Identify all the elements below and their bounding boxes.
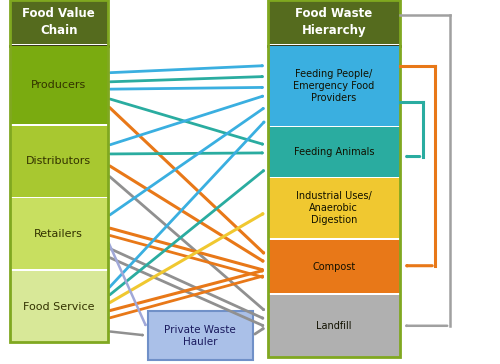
Bar <box>268 295 400 357</box>
Bar <box>268 127 400 177</box>
Text: Feeding People/
Emergency Food
Providers: Feeding People/ Emergency Food Providers <box>293 68 374 103</box>
Text: Producers: Producers <box>31 80 86 90</box>
Bar <box>268 0 400 44</box>
Bar <box>10 0 108 342</box>
Text: Distributors: Distributors <box>26 156 92 166</box>
Bar <box>268 0 400 357</box>
Bar <box>148 311 252 360</box>
Bar <box>10 126 108 197</box>
Text: Food Waste
Hierarchy: Food Waste Hierarchy <box>295 7 372 37</box>
Text: Food Value
Chain: Food Value Chain <box>22 7 95 37</box>
Bar <box>268 178 400 238</box>
Bar <box>10 198 108 269</box>
Text: Industrial Uses/
Anaerobic
Digestion: Industrial Uses/ Anaerobic Digestion <box>296 191 372 225</box>
Bar <box>268 240 400 293</box>
Text: Food Service: Food Service <box>23 302 95 312</box>
Bar <box>10 271 108 342</box>
Text: Compost: Compost <box>312 262 356 272</box>
Text: Retailers: Retailers <box>34 229 83 239</box>
Text: Feeding Animals: Feeding Animals <box>294 147 374 157</box>
Text: Landfill: Landfill <box>316 321 352 331</box>
Text: Private Waste
Hauler: Private Waste Hauler <box>164 325 236 347</box>
Bar <box>10 46 108 124</box>
Bar <box>10 0 108 44</box>
Bar <box>268 46 400 126</box>
